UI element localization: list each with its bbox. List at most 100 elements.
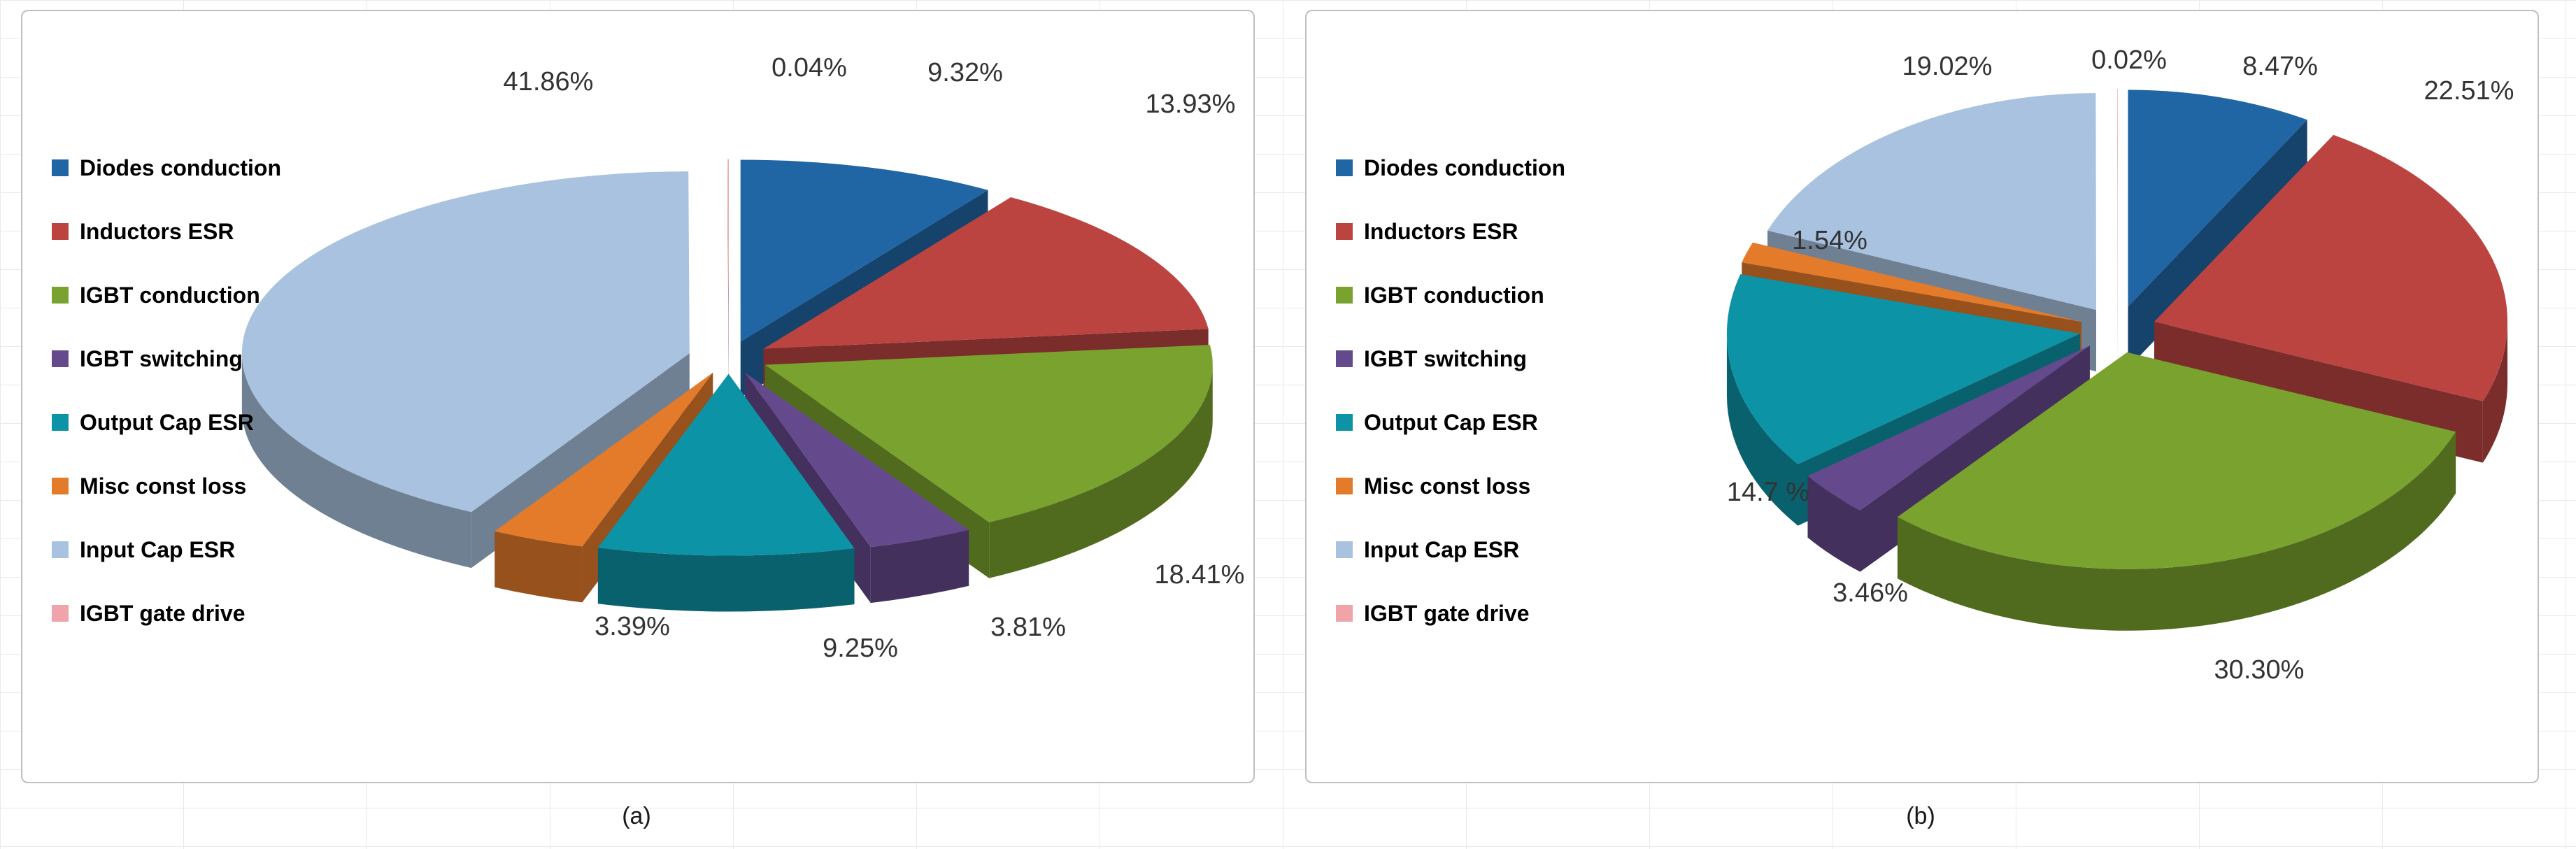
caption-b: (b) xyxy=(1906,803,1935,829)
pie-slice-top-igbt-switching xyxy=(1807,345,2090,511)
pie-slice-top-diodes-conduction xyxy=(2128,90,2307,307)
legend-swatch-diodes-conduction xyxy=(52,159,69,176)
legend-swatch-igbt-gate-drive xyxy=(1336,605,1353,622)
legend-item-igbt-conduction: IGBT conduction xyxy=(52,283,281,308)
pie-percent-label-igbt-gate-drive: 0.02% xyxy=(2091,45,2167,75)
pie-percent-label-igbt-switching: 3.81% xyxy=(990,613,1066,642)
pie-slice-top-output-cap-esr xyxy=(1726,274,2080,464)
legend-label: Diodes conduction xyxy=(80,155,281,180)
legend-swatch-misc-const-loss xyxy=(1336,478,1353,494)
legend-swatch-input-cap-esr xyxy=(1336,541,1353,558)
legend-swatch-igbt-conduction xyxy=(1336,287,1353,304)
legend-swatch-misc-const-loss xyxy=(52,478,69,494)
legend-label: Misc const loss xyxy=(1364,473,1531,499)
legend-swatch-input-cap-esr xyxy=(52,541,69,558)
legend-b: Diodes conduction Inductors ESR IGBT condu… xyxy=(1336,155,1565,626)
legend-swatch-diodes-conduction xyxy=(1336,159,1353,176)
pie-slice-wall-output-cap-esr xyxy=(597,548,855,612)
pie-slice-wall-misc-const-loss xyxy=(494,531,583,603)
legend-item-igbt-conduction: IGBT conduction xyxy=(1336,283,1565,308)
legend-item-igbt-switching: IGBT switching xyxy=(52,346,281,371)
pie-slice-side-igbt-gate-drive xyxy=(2117,89,2118,368)
pie-percent-label-input-cap-esr: 41.86% xyxy=(504,67,594,97)
pie-percent-label-igbt-gate-drive: 0.04% xyxy=(771,53,847,83)
legend-item-input-cap-esr: Input Cap ESR xyxy=(52,537,281,562)
legend-label: Misc const loss xyxy=(80,473,247,499)
legend-item-diodes-conduction: Diodes conduction xyxy=(52,155,281,180)
pie-slice-top-igbt-gate-drive xyxy=(2117,89,2118,306)
pie-percent-label-diodes-conduction: 8.47% xyxy=(2242,52,2318,81)
legend-label: Input Cap ESR xyxy=(1364,537,1520,562)
pie-slice-top-inductors-esr xyxy=(763,197,1209,349)
chart-panel-b: Diodes conduction Inductors ESR IGBT condu… xyxy=(1305,10,2539,783)
pie-slice-top-input-cap-esr xyxy=(1767,93,2097,311)
legend-label: Inductors ESR xyxy=(80,219,234,244)
pie-slice-top-igbt-gate-drive xyxy=(727,159,729,341)
legend-item-igbt-gate-drive: IGBT gate drive xyxy=(52,601,281,626)
pie-slice-top-igbt-conduction xyxy=(764,345,1213,522)
legend-swatch-igbt-switching xyxy=(1336,350,1353,367)
legend-label: IGBT switching xyxy=(1364,346,1527,371)
legend-label: Output Cap ESR xyxy=(1364,410,1538,435)
pie-slice-wall-igbt-conduction xyxy=(989,364,1213,578)
legend-item-misc-const-loss: Misc const loss xyxy=(1336,473,1565,499)
legend-label: Output Cap ESR xyxy=(80,410,254,435)
legend-item-igbt-gate-drive: IGBT gate drive xyxy=(1336,601,1565,626)
pie-slice-top-misc-const-loss xyxy=(1742,242,2082,322)
pie-slice-wall-output-cap-esr xyxy=(1726,334,1798,526)
legend-label: IGBT conduction xyxy=(80,283,260,308)
pie-slice-top-input-cap-esr xyxy=(241,171,690,513)
legend-item-misc-const-loss: Misc const loss xyxy=(52,473,281,499)
legend-label: IGBT conduction xyxy=(1364,283,1544,308)
caption-a: (a) xyxy=(622,803,651,829)
pie-chart-b: 8.47% 22.51% 30.30% 3.46% 14.7 % 1.54% 19.02% 0… xyxy=(1726,45,2514,685)
legend-swatch-inductors-esr xyxy=(52,223,69,240)
pie-percent-label-output-cap-esr: 14.7 % xyxy=(1727,478,1809,507)
pie-percent-label-misc-const-loss: 3.39% xyxy=(595,612,670,641)
pie-percent-label-output-cap-esr: 9.25% xyxy=(823,634,898,663)
pie-percent-label-inductors-esr: 22.51% xyxy=(2424,76,2514,106)
legend-label: Diodes conduction xyxy=(1364,155,1565,180)
legend-swatch-igbt-switching xyxy=(52,350,69,367)
legend-label: Inductors ESR xyxy=(1364,219,1518,244)
pie-slice-top-igbt-switching xyxy=(744,372,969,548)
pie-slice-wall-input-cap-esr xyxy=(241,353,471,569)
pie-percent-label-igbt-switching: 3.46% xyxy=(1833,578,1908,608)
pie-percent-label-igbt-conduction: 18.41% xyxy=(1155,560,1245,590)
legend-swatch-igbt-gate-drive xyxy=(52,605,69,622)
legend-swatch-output-cap-esr xyxy=(52,414,69,431)
pie-percent-label-misc-const-loss: 1.54% xyxy=(1792,226,1867,255)
pie-slice-top-igbt-conduction xyxy=(1897,352,2456,569)
legend-item-inductors-esr: Inductors ESR xyxy=(1336,219,1565,244)
legend-swatch-igbt-conduction xyxy=(52,287,69,304)
legend-swatch-output-cap-esr xyxy=(1336,414,1353,431)
pie-slice-wall-igbt-switching xyxy=(1807,476,1860,572)
pie-slice-wall-igbt-switching xyxy=(870,529,969,604)
legend-label: Input Cap ESR xyxy=(80,537,236,562)
pie-slice-top-misc-const-loss xyxy=(494,372,713,547)
pie-chart-a: 9.32% 13.93% 18.41% 3.81% 9.25% 3.39% 41.86% 0.… xyxy=(241,53,1245,663)
chart-panel-a: Diodes conduction Inductors ESR IGBT condu… xyxy=(21,10,1255,783)
legend-label: IGBT gate drive xyxy=(80,601,245,626)
pie-percent-label-diodes-conduction: 9.32% xyxy=(927,58,1003,87)
legend-item-input-cap-esr: Input Cap ESR xyxy=(1336,537,1565,562)
legend-a: Diodes conduction Inductors ESR IGBT condu… xyxy=(52,155,281,626)
legend-item-inductors-esr: Inductors ESR xyxy=(52,219,281,244)
pie-slice-wall-inductors-esr xyxy=(2482,322,2508,463)
pie-slice-top-inductors-esr xyxy=(2154,134,2508,401)
pie-slice-top-diodes-conduction xyxy=(740,159,988,342)
legend-swatch-inductors-esr xyxy=(1336,223,1353,240)
pie-percent-label-inductors-esr: 13.93% xyxy=(1146,90,1236,119)
legend-item-diodes-conduction: Diodes conduction xyxy=(1336,155,1565,180)
pie-percent-label-input-cap-esr: 19.02% xyxy=(1902,52,1993,81)
pie-slice-wall-igbt-conduction xyxy=(1897,431,2456,631)
legend-item-output-cap-esr: Output Cap ESR xyxy=(52,410,281,435)
legend-label: IGBT gate drive xyxy=(1364,601,1530,626)
legend-item-output-cap-esr: Output Cap ESR xyxy=(1336,410,1565,435)
pie-slice-top-output-cap-esr xyxy=(597,373,855,556)
pie-slice-side-igbt-gate-drive xyxy=(727,159,729,397)
pie-percent-label-igbt-conduction: 30.30% xyxy=(2214,655,2305,685)
legend-item-igbt-switching: IGBT switching xyxy=(1336,346,1565,371)
legend-label: IGBT switching xyxy=(80,346,243,371)
